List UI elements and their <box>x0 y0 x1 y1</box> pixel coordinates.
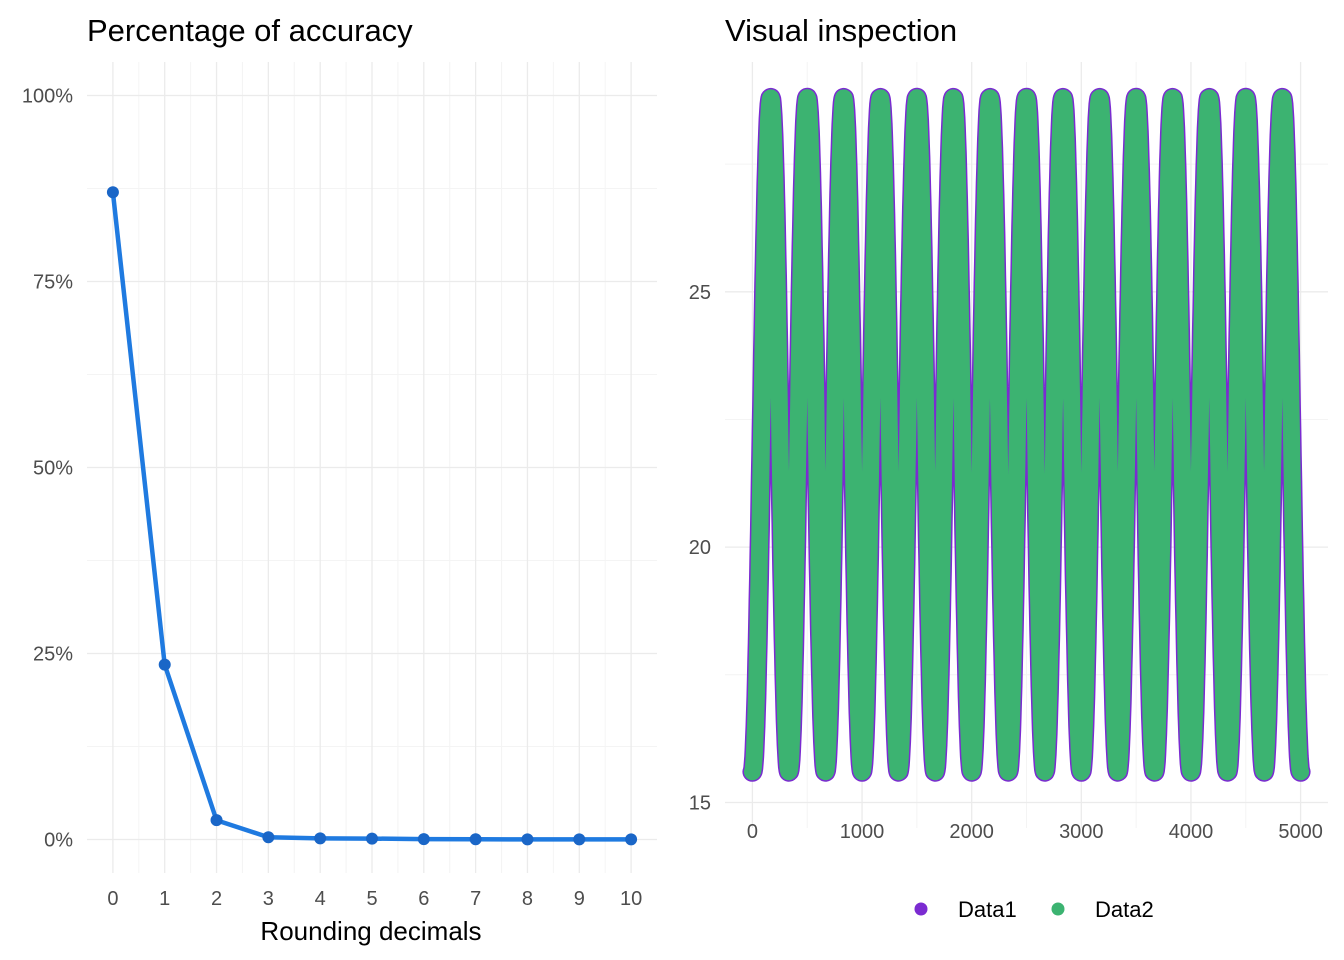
left-data-point <box>469 833 482 846</box>
left-x-tick-label: 5 <box>366 888 377 910</box>
left-y-tick-label: 75% <box>33 271 73 293</box>
right-y-tick-label: 20 <box>689 537 711 559</box>
left-x-ticks: 0 1 2 3 4 5 6 7 8 9 10 <box>107 888 642 910</box>
left-x-tick-label: 3 <box>263 888 274 910</box>
right-x-tick-label: 3000 <box>1059 821 1104 843</box>
left-x-tick-label: 7 <box>470 888 481 910</box>
left-grid <box>87 62 657 873</box>
left-y-tick-label: 25% <box>33 644 73 666</box>
left-data-point <box>106 186 119 199</box>
left-x-tick-label: 1 <box>159 888 170 910</box>
left-data-point <box>625 833 638 846</box>
left-data-point <box>573 833 586 846</box>
left-data-point <box>210 814 223 827</box>
left-x-tick-label: 8 <box>522 888 533 910</box>
right-y-tick-label: 25 <box>689 282 711 304</box>
left-data-point <box>366 832 378 845</box>
left-x-tick-label: 2 <box>211 888 222 910</box>
left-x-tick-label: 6 <box>418 888 429 910</box>
legend-marker-data1 <box>914 902 928 916</box>
right-y-ticks: 15 20 25 <box>689 282 711 815</box>
right-marks <box>742 87 1311 782</box>
right-x-tick-label: 0 <box>747 821 758 843</box>
left-data-point <box>417 833 430 846</box>
left-x-axis-title: Rounding decimals <box>260 916 481 946</box>
right-x-tick-label: 1000 <box>840 821 885 843</box>
left-x-tick-label: 4 <box>315 888 326 910</box>
legend-label-data1: Data1 <box>958 897 1017 922</box>
left-marks <box>106 186 638 846</box>
left-y-ticks: 0% 25% 50% 75% 100% <box>22 85 73 851</box>
left-data-point <box>314 832 327 845</box>
left-data-point <box>158 658 171 671</box>
left-y-tick-label: 100% <box>22 85 73 107</box>
right-x-tick-label: 2000 <box>949 821 994 843</box>
left-data-point <box>521 833 534 846</box>
legend: Data1 Data2 <box>914 897 1154 922</box>
right-x-tick-label: 4000 <box>1169 821 1214 843</box>
right-x-ticks: 0 1000 2000 3000 4000 5000 <box>747 821 1323 843</box>
right-chart-title: Visual inspection <box>725 13 957 48</box>
series-data2-line <box>743 89 1310 781</box>
left-x-tick-label: 9 <box>574 888 585 910</box>
right-y-tick-label: 15 <box>689 792 711 814</box>
legend-label-data2: Data2 <box>1095 897 1154 922</box>
legend-marker-data2 <box>1051 902 1065 916</box>
left-data-point <box>262 831 275 844</box>
left-x-tick-label: 0 <box>107 888 118 910</box>
left-y-tick-label: 0% <box>44 830 73 852</box>
left-y-tick-label: 50% <box>33 458 73 480</box>
left-x-tick-label: 10 <box>620 888 642 910</box>
left-chart-title: Percentage of accuracy <box>87 13 413 48</box>
right-x-tick-label: 5000 <box>1278 821 1323 843</box>
